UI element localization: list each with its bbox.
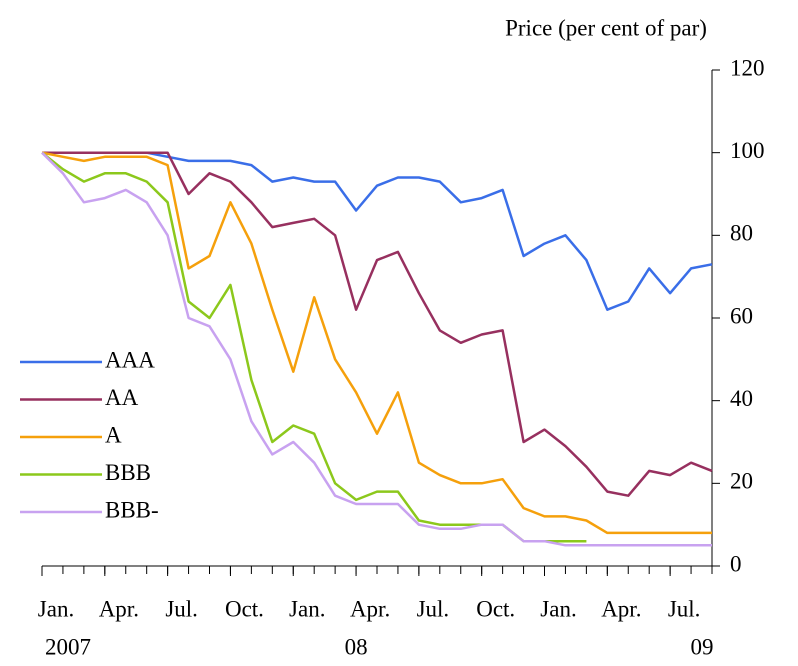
x-tick-label: Oct. [476,596,515,621]
x-tick-label: Jul. [417,596,450,621]
line-series [42,151,713,311]
legend-label: AA [105,385,139,410]
line-series [41,151,712,535]
legend-label: BBB [105,460,151,485]
x-tick-label: Oct. [225,596,264,621]
y-tick-label: 0 [730,551,742,576]
x-tick-label: Jan. [38,596,74,621]
line-series [41,151,712,547]
y-tick-label: 80 [730,221,753,246]
line-series [42,151,713,497]
x-tick-label: Jan. [289,596,325,621]
y-axis-label: Price (per cent of par) [505,15,707,40]
x-tick-label: Apr. [99,596,139,621]
x-year-label: 2007 [45,634,91,659]
x-tick-label: Jan. [540,596,576,621]
legend-label: A [105,422,122,447]
x-tick-label: Apr. [601,596,641,621]
x-tick-label: Jul. [668,596,701,621]
x-tick-label: Apr. [350,596,390,621]
y-tick-label: 40 [730,386,753,411]
y-tick-label: 20 [730,469,753,494]
legend-label: BBB- [105,497,159,522]
y-tick-label: 120 [730,55,765,80]
legend-label: AAA [105,347,155,372]
x-year-label: 08 [345,634,368,659]
y-tick-label: 100 [730,138,765,163]
y-tick-label: 60 [730,303,753,328]
x-tick-label: Jul. [165,596,198,621]
x-year-label: 09 [691,634,714,659]
